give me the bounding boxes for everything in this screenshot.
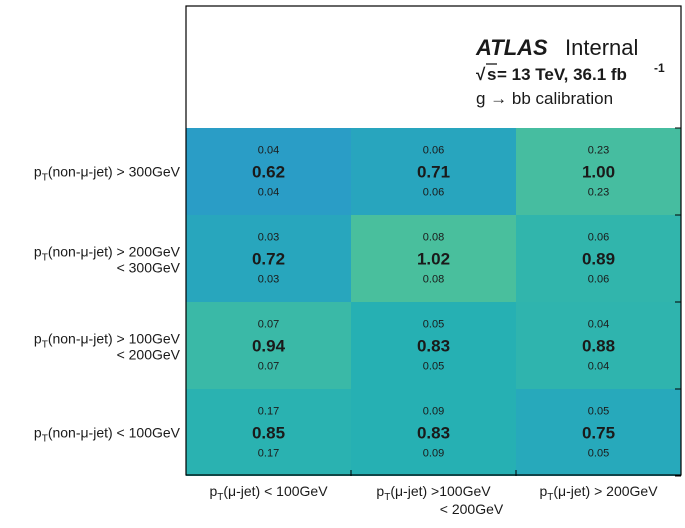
heatmap-cell <box>351 128 516 215</box>
cell-labels: 0.04 0.62 0.04 0.06 0.71 0.06 0.23 1.00 0.23 0.03… <box>252 145 615 460</box>
y-category-label: pT(non-μ-jet) > 300GeV <box>34 164 181 184</box>
cell-value: 0.71 <box>417 163 450 182</box>
atlas-status-label: Internal <box>565 35 638 60</box>
sqrt-s-label: s <box>487 65 496 84</box>
cell-uncertainty-down: 0.17 <box>258 448 279 460</box>
x-category-label: pT(μ-jet) >100GeV <box>376 483 491 503</box>
heatmap-cell <box>186 215 351 302</box>
cell-value: 1.02 <box>417 250 450 269</box>
heatmap-cell <box>186 302 351 389</box>
heatmap-cell <box>351 302 516 389</box>
cell-uncertainty-down: 0.06 <box>588 274 609 286</box>
cell-uncertainty-up: 0.23 <box>588 145 609 157</box>
cell-value: 0.83 <box>417 337 450 356</box>
heatmap-cell <box>516 128 681 215</box>
cell-uncertainty-up: 0.08 <box>423 232 444 244</box>
heatmap-cell <box>186 389 351 476</box>
heatmap-cell <box>351 389 516 476</box>
axis-ticks <box>350 127 681 477</box>
cell-uncertainty-up: 0.05 <box>423 319 444 331</box>
cell-uncertainty-down: 0.05 <box>588 448 609 460</box>
cell-value: 0.72 <box>252 250 285 269</box>
y-category-label-line2: < 300GeV <box>117 260 181 276</box>
x-axis-labels: pT(μ-jet) < 100GeV pT(μ-jet) >100GeV< 200… <box>209 483 658 517</box>
energy-superscript: -1 <box>654 61 665 75</box>
cell-value: 0.88 <box>582 337 615 356</box>
cell-uncertainty-down: 0.07 <box>258 361 279 373</box>
cell-uncertainty-down: 0.08 <box>423 274 444 286</box>
y-category-label: pT(non-μ-jet) < 100GeV <box>34 425 181 445</box>
heatmap-cell <box>351 215 516 302</box>
x-category-label-line2: < 200GeV <box>440 501 504 517</box>
sqrt-symbol: √ <box>476 65 486 84</box>
atlas-label: ATLAS Internal √ s = 13 TeV, 36.1 fb -1 … <box>475 35 665 108</box>
cell-uncertainty-down: 0.09 <box>423 448 444 460</box>
cell-uncertainty-up: 0.03 <box>258 232 279 244</box>
cell-uncertainty-up: 0.09 <box>423 406 444 418</box>
cell-value: 0.83 <box>417 424 450 443</box>
heatmap-cell <box>516 302 681 389</box>
calibration-label: g → bb calibration <box>476 89 613 108</box>
heatmap-cell <box>516 389 681 476</box>
y-category-label: pT(non-μ-jet) > 200GeV <box>34 244 181 264</box>
cell-value: 0.75 <box>582 424 615 443</box>
cell-uncertainty-up: 0.04 <box>258 145 279 157</box>
x-category-label: pT(μ-jet) > 200GeV <box>539 483 658 503</box>
heatmap-cells <box>186 128 681 476</box>
cell-uncertainty-down: 0.23 <box>588 187 609 199</box>
cell-uncertainty-down: 0.04 <box>258 187 279 199</box>
y-axis-labels: pT(non-μ-jet) > 300GeV pT(non-μ-jet) > 20… <box>34 164 181 445</box>
cell-uncertainty-down: 0.03 <box>258 274 279 286</box>
cell-uncertainty-up: 0.07 <box>258 319 279 331</box>
plot-frame <box>185 5 682 476</box>
cell-value: 0.94 <box>252 337 286 356</box>
cell-uncertainty-down: 0.04 <box>588 361 609 373</box>
cell-uncertainty-up: 0.05 <box>588 406 609 418</box>
y-category-label: pT(non-μ-jet) > 100GeV <box>34 331 181 351</box>
x-category-label: pT(μ-jet) < 100GeV <box>209 483 328 503</box>
cell-uncertainty-up: 0.06 <box>423 145 444 157</box>
heatmap-cell <box>186 128 351 215</box>
cell-value: 1.00 <box>582 163 615 182</box>
cell-uncertainty-down: 0.05 <box>423 361 444 373</box>
cell-value: 0.89 <box>582 250 615 269</box>
cell-uncertainty-up: 0.17 <box>258 406 279 418</box>
atlas-experiment-label: ATLAS <box>475 35 548 60</box>
y-category-label-line2: < 200GeV <box>117 347 181 363</box>
cell-uncertainty-up: 0.06 <box>588 232 609 244</box>
cell-value: 0.62 <box>252 163 285 182</box>
energy-label: = 13 TeV, 36.1 fb <box>497 65 627 84</box>
cell-uncertainty-down: 0.06 <box>423 187 444 199</box>
cell-value: 0.85 <box>252 424 285 443</box>
cell-uncertainty-up: 0.04 <box>588 319 609 331</box>
heatmap-cell <box>516 215 681 302</box>
